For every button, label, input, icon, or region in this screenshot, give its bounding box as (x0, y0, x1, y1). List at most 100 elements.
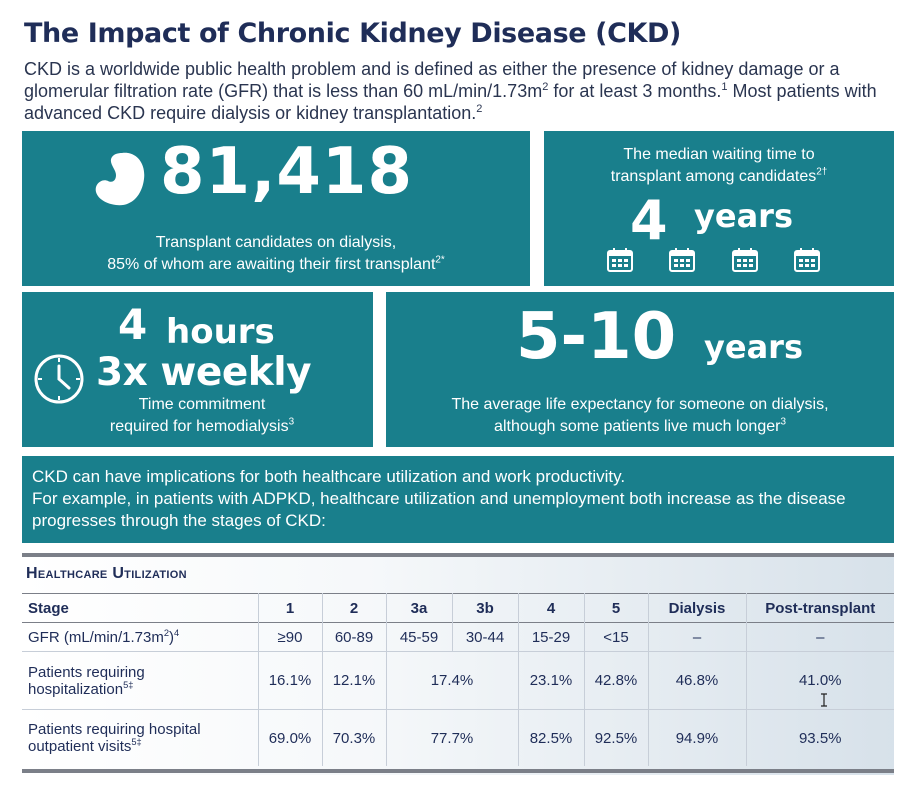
gfr-stage-3b: 30-44 (451, 622, 518, 652)
intro-sup-2: 1 (721, 81, 728, 93)
table-row-hospitalization: Patients requiring hospitalization5‡ 16.1… (22, 651, 894, 710)
candidates-caption-line2: 85% of whom are awaiting their first tra… (107, 256, 436, 273)
hospitalization-post-transplant: 41.0% (745, 651, 894, 710)
outpatient-label: Patients requiring hospital outpatient vi… (22, 710, 258, 767)
waiting-value-number: 4 (630, 189, 668, 252)
implications-line1: CKD can have implications for both healt… (32, 467, 626, 486)
waiting-value-unit: years (694, 197, 793, 235)
healthcare-utilization-table: Stage 1 2 3a 3b 4 5 Dialysis Post-transp… (22, 593, 894, 766)
header-post-transplant: Post-transplant (745, 593, 894, 623)
intro-sup-3: 2 (476, 103, 483, 115)
hemodialysis-panel: 4 hours 3x weekly Time commitment requir… (22, 292, 373, 447)
hemodialysis-caption: Time commitment required for hemodialysi… (82, 394, 322, 438)
life-expectancy-range: 5-10 (516, 300, 677, 374)
gfr-stage-4: 15-29 (517, 622, 584, 652)
life-expectancy-caption-line1: The average life expectancy for someone … (451, 396, 829, 413)
candidates-caption-line1: Transplant candidates on dialysis, (155, 234, 397, 251)
header-dialysis: Dialysis (647, 593, 746, 623)
gfr-label-text: GFR (mL/min/1.73m (28, 628, 164, 646)
candidates-panel: 81,418 Transplant candidates on dialysis… (22, 131, 530, 286)
hemodialysis-hours-number: 4 (118, 300, 148, 349)
header-stage-3b: 3b (451, 593, 518, 623)
hospitalization-stage-3: 17.4% (385, 651, 518, 710)
table-header-row: Stage 1 2 3a 3b 4 5 Dialysis Post-transp… (22, 593, 894, 623)
life-expectancy-caption-line2: although some patients live much longer (494, 418, 781, 435)
clock-icon (34, 354, 84, 404)
life-expectancy-panel: 5-10 years The average life expectancy f… (386, 292, 894, 447)
intro-text-1: CKD is a worldwide public health problem… (24, 59, 840, 101)
page-title: The Impact of Chronic Kidney Disease (CK… (24, 18, 681, 49)
hospitalization-dialysis: 46.8% (647, 651, 746, 710)
kidney-icon (95, 152, 145, 206)
header-stage: Stage (28, 599, 69, 617)
waiting-caption-line1: The median waiting time to (623, 146, 815, 163)
candidates-value: 81,418 (160, 135, 413, 209)
hemodialysis-caption-line1: Time commitment (138, 396, 266, 413)
calendar-icon (607, 248, 633, 272)
intro-paragraph: CKD is a worldwide public health problem… (24, 58, 894, 124)
waiting-caption-line2: transplant among candidates (610, 168, 817, 185)
implications-panel: CKD can have implications for both healt… (22, 456, 894, 543)
hemodialysis-caption-sup: 3 (288, 416, 295, 428)
gfr-label: GFR (mL/min/1.73m2)4 (22, 622, 258, 652)
gfr-stage-1: ≥90 (257, 622, 322, 652)
outpatient-stage-1: 69.0% (257, 709, 322, 766)
table-row-outpatient: Patients requiring hospital outpatient vi… (22, 709, 894, 767)
hospitalization-stage-1: 16.1% (257, 651, 322, 710)
hospitalization-stage-5: 42.8% (583, 651, 648, 710)
gfr-label-tail: ) (169, 628, 175, 646)
gfr-post-transplant: – (745, 622, 894, 652)
implications-text: CKD can have implications for both healt… (32, 466, 882, 532)
table-title: Healthcare Utilization (26, 565, 187, 582)
hemodialysis-frequency: 3x weekly (96, 350, 312, 395)
header-stage-5: 5 (583, 593, 648, 623)
waiting-caption: The median waiting time to transplant am… (544, 144, 894, 188)
outpatient-dialysis: 94.9% (647, 709, 746, 766)
table-row-gfr: GFR (mL/min/1.73m2)4 ≥90 60-89 45-59 30-… (22, 622, 894, 652)
header-stage-1: 1 (257, 593, 322, 623)
hospitalization-label-line1: Patients requiring (28, 663, 145, 681)
outpatient-stage-3: 77.7% (385, 709, 518, 766)
hemodialysis-caption-line2: required for hemodialysis (109, 418, 289, 435)
calendar-icon (794, 248, 820, 272)
outpatient-stage-5: 92.5% (583, 709, 648, 766)
gfr-stage-5: <15 (583, 622, 648, 652)
gfr-label-sup: 2 (163, 627, 170, 638)
healthcare-utilization-section: Healthcare Utilization Stage 1 2 3a 3b 4… (22, 553, 894, 775)
calendar-row (606, 247, 826, 273)
header-stage-2: 2 (321, 593, 386, 623)
gfr-stage-2: 60-89 (321, 622, 386, 652)
candidates-caption-sup: 2* (435, 254, 445, 266)
candidates-caption: Transplant candidates on dialysis, 85% o… (22, 232, 530, 276)
outpatient-label-line1: Patients requiring hospital (28, 721, 201, 738)
life-expectancy-caption-sup: 3 (780, 416, 786, 428)
intro-sup-1: 2 (542, 81, 549, 93)
hospitalization-label: Patients requiring hospitalization5‡ (22, 651, 258, 710)
implications-line2: For example, in patients with ADPKD, hea… (32, 489, 846, 530)
calendar-icon (669, 248, 695, 272)
gfr-stage-3a: 45-59 (385, 622, 452, 652)
outpatient-label-sup: 5‡ (131, 737, 142, 747)
hospitalization-label-sup: 5‡ (123, 679, 134, 690)
gfr-dialysis: – (647, 622, 746, 652)
outpatient-stage-2: 70.3% (321, 709, 386, 766)
section-top-rule (22, 553, 894, 557)
life-expectancy-unit: years (704, 328, 803, 366)
text-cursor-icon (821, 693, 827, 707)
gfr-label-sup2: 4 (174, 627, 180, 638)
life-expectancy-caption: The average life expectancy for someone … (386, 394, 894, 438)
header-stage-4: 4 (517, 593, 584, 623)
intro-text-2: for at least 3 months. (548, 81, 722, 101)
outpatient-post-transplant: 93.5% (745, 709, 894, 766)
hemodialysis-hours-unit: hours (166, 312, 275, 352)
outpatient-stage-4: 82.5% (517, 709, 584, 766)
intro-text-3: Most patients with advanced CKD require … (24, 81, 877, 123)
calendar-icon (732, 248, 758, 272)
waiting-panel: The median waiting time to transplant am… (544, 131, 894, 286)
hospitalization-stage-4: 23.1% (517, 651, 584, 710)
waiting-caption-sup: 2† (816, 166, 828, 178)
hospitalization-label-line2: hospitalization (28, 680, 124, 698)
outpatient-label-line2: outpatient visits (28, 738, 132, 755)
header-stage-3a: 3a (385, 593, 452, 623)
section-bottom-rule (22, 769, 894, 773)
